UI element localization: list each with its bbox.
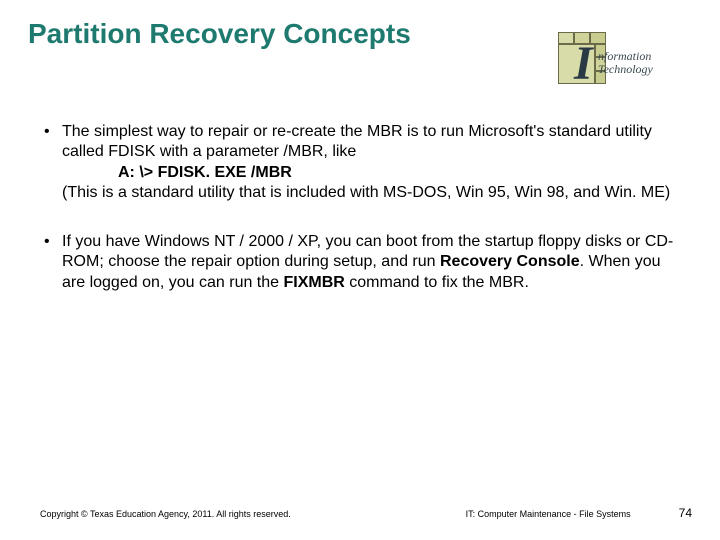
logo-line1: nformation (598, 50, 653, 63)
bullet-item: The simplest way to repair or re-create … (40, 122, 674, 204)
bullet-text-pre: The simplest way to repair or re-create … (62, 123, 652, 160)
logo-line2: Technology (598, 63, 653, 76)
content-area: The simplest way to repair or re-create … (28, 122, 692, 293)
footer: Copyright © Texas Education Agency, 2011… (0, 506, 720, 520)
bullet-item: If you have Windows NT / 2000 / XP, you … (40, 232, 674, 293)
bullet-text: command to fix the MBR. (345, 274, 529, 291)
bullet-bold: FIXMBR (284, 274, 345, 291)
bullet-bold: Recovery Console (440, 253, 580, 270)
footer-page-number: 74 (679, 506, 692, 520)
bullet-text-post: (This is a standard utility that is incl… (62, 184, 670, 201)
bullet-list: The simplest way to repair or re-create … (40, 122, 674, 293)
logo-text: nformation Technology (598, 50, 653, 75)
slide: Partition Recovery Concepts I nformation… (0, 0, 720, 540)
bullet-command: A: \> FDISK. EXE /MBR (62, 163, 674, 183)
footer-copyright: Copyright © Texas Education Agency, 2011… (40, 509, 291, 519)
logo: I nformation Technology (540, 30, 690, 100)
logo-i-letter: I (574, 40, 593, 88)
logo-cell (558, 32, 574, 44)
footer-course: IT: Computer Maintenance - File Systems (466, 509, 631, 519)
